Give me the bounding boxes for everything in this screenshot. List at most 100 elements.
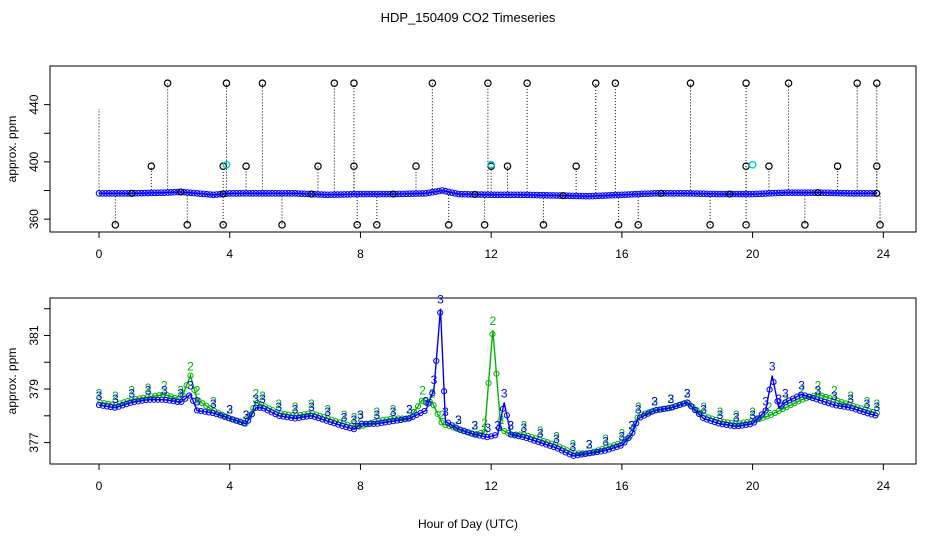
top-data-point [697, 190, 704, 197]
top-spike-point [876, 221, 884, 229]
series-3-point [758, 411, 765, 418]
series-3-point [307, 412, 314, 420]
top-data-point [497, 191, 505, 199]
series-3-point [844, 404, 852, 411]
top-data-point [654, 190, 662, 197]
series-3-label: 3 [521, 421, 528, 435]
top-y-axis-label: approx. ppm [5, 116, 19, 183]
top-data-point [151, 189, 158, 197]
series-2-label: 2 [873, 397, 880, 411]
top-data-point [353, 190, 361, 198]
series-3-label: 3 [243, 408, 250, 422]
top-spike-point [222, 79, 231, 87]
top-data-point [687, 190, 694, 197]
top-data-point [295, 190, 302, 197]
series-3-label: 3 [847, 392, 854, 406]
series-3-point [523, 434, 530, 442]
top-data-point [344, 191, 351, 198]
top-data-point [853, 190, 861, 197]
top-data-point [363, 190, 371, 198]
series-3-point [601, 447, 608, 454]
top-data-point [174, 188, 181, 196]
top-data-point [399, 190, 407, 198]
series-3-label: 3 [308, 400, 315, 414]
series-3-point [856, 407, 863, 414]
series-3-label: 3 [194, 394, 201, 408]
top-data-point [576, 192, 583, 200]
top-data-point [317, 191, 325, 198]
series-3-label: 3 [210, 397, 217, 411]
series-3-point [154, 396, 161, 403]
series-2-label: 2 [259, 389, 266, 403]
top-data-point [432, 188, 439, 195]
top-data-point [376, 190, 384, 198]
top-spike-point [614, 221, 623, 229]
top-spike-point [278, 221, 286, 229]
series-3-point [774, 398, 781, 405]
top-data-point [785, 189, 792, 196]
top-data-point [451, 190, 459, 197]
series-3-point [727, 422, 734, 429]
top-data-point [621, 191, 629, 198]
top-data-point [612, 191, 619, 199]
series-3-point [393, 417, 401, 424]
top-spike-point [572, 162, 580, 170]
top-data-point [406, 190, 413, 198]
series-2-point [187, 372, 194, 379]
bottom-y-tick-label: 377 [27, 432, 41, 452]
series-2-label: 2 [553, 429, 560, 443]
top-data-point [579, 192, 586, 200]
series-3-point [107, 403, 114, 411]
series-3-point [825, 400, 832, 407]
top-data-point [347, 190, 354, 198]
series-3-point [146, 396, 154, 403]
top-data-point [850, 190, 858, 197]
series-2-label: 2 [864, 394, 871, 408]
series-3-point [476, 432, 483, 439]
top-x-tick-label: 20 [746, 247, 760, 261]
top-spike-point [523, 79, 531, 87]
top-data-point [324, 191, 332, 199]
series-3-point [174, 398, 181, 405]
series-3-point [872, 412, 879, 419]
bottom-x-tick-label: 12 [484, 479, 498, 493]
series-3-label: 3 [357, 408, 364, 422]
series-3-point [648, 408, 656, 415]
series-3-point [750, 419, 758, 426]
top-data-point [435, 187, 443, 195]
top-data-point [265, 190, 273, 197]
top-data-point [804, 189, 812, 196]
top-data-point [167, 189, 175, 196]
top-data-point [203, 190, 211, 198]
top-spike-point [372, 221, 381, 229]
top-data-point [674, 190, 681, 197]
top-black-marker [128, 189, 136, 197]
series-2-point [183, 382, 190, 389]
top-data-point [461, 190, 469, 198]
series-3-label: 3 [112, 392, 119, 406]
top-data-point [693, 190, 701, 197]
series-3-label: 3 [815, 384, 822, 398]
top-data-point [732, 190, 740, 198]
top-data-point [268, 190, 276, 197]
series-3-point [770, 378, 777, 386]
top-data-point [275, 190, 283, 197]
top-data-point [808, 189, 815, 196]
top-data-point [860, 190, 868, 197]
top-data-point [683, 190, 691, 197]
series-3-point [190, 397, 197, 404]
series-3-point [229, 416, 236, 423]
top-data-point [102, 190, 109, 197]
top-data-point [206, 191, 214, 198]
top-data-point [157, 189, 165, 197]
series-3-point [374, 420, 381, 427]
top-data-point [474, 191, 482, 198]
series-2-label: 2 [815, 378, 822, 392]
top-data-point [448, 189, 456, 196]
series-3-point [378, 419, 385, 427]
top-data-point [285, 190, 292, 197]
bottom-x-tick-label: 4 [226, 479, 233, 493]
top-data-point [412, 190, 420, 197]
series-2-label: 2 [419, 384, 426, 398]
top-data-point [680, 190, 688, 197]
